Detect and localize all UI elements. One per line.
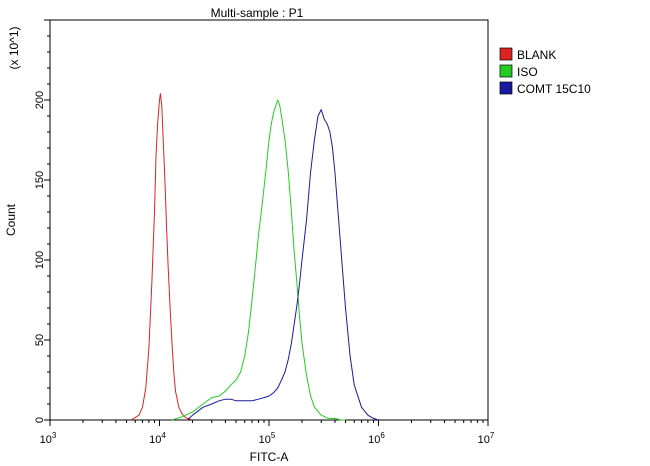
legend: BLANK ISO COMT 15C10 xyxy=(499,47,591,96)
y-multiplier-label: (x 10^1) xyxy=(7,27,21,70)
series-line-3 xyxy=(187,109,379,421)
legend-swatch xyxy=(499,81,513,95)
x-tick-label: 105 xyxy=(259,431,276,446)
legend-label: ISO xyxy=(517,65,538,79)
legend-swatch xyxy=(499,64,513,78)
legend-label: BLANK xyxy=(517,48,556,62)
y-tick-label: 0 xyxy=(34,417,46,423)
series-layer xyxy=(130,93,379,421)
y-tick-label: 50 xyxy=(34,334,46,346)
legend-swatch xyxy=(499,47,513,61)
legend-label: COMT 15C10 xyxy=(517,82,591,96)
y-axis: 0 50 100 150 200 xyxy=(34,19,50,423)
x-tick-label: 106 xyxy=(368,431,385,446)
chart-title: Multi-sample : P1 xyxy=(211,6,304,20)
plot-frame xyxy=(49,19,489,421)
y-tick-label: 100 xyxy=(34,251,46,269)
x-axis: 103 104 105 106 107 xyxy=(40,420,495,446)
x-tick-label: 107 xyxy=(478,431,495,446)
x-tick-label: 103 xyxy=(40,431,57,446)
y-axis-label: Count xyxy=(4,203,18,236)
x-axis-label: FITC-A xyxy=(250,450,289,464)
y-tick-label: 200 xyxy=(34,91,46,109)
series-line-2 xyxy=(171,99,346,421)
y-tick-label: 150 xyxy=(34,171,46,189)
series-line-1 xyxy=(130,93,193,421)
x-tick-label: 104 xyxy=(149,431,166,446)
